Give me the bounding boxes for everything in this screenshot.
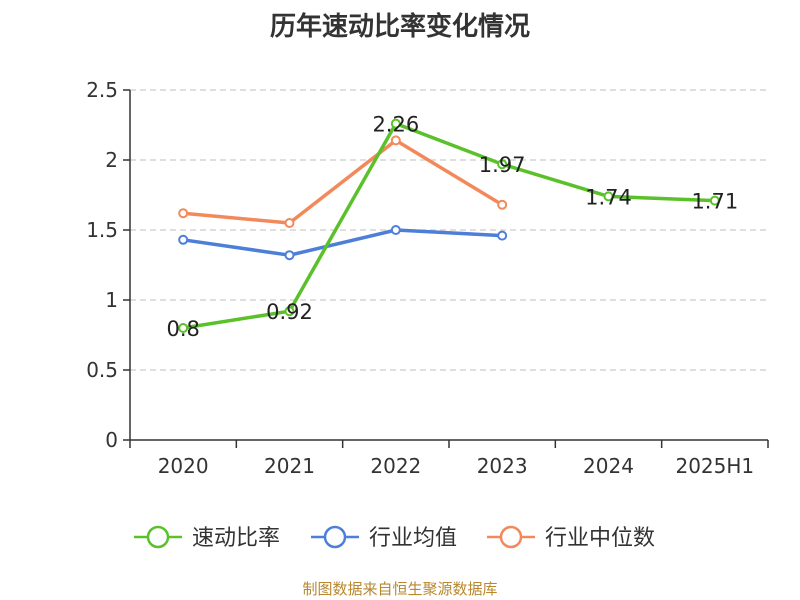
x-tick-label: 2024	[583, 454, 634, 478]
data-label: 0.8	[166, 317, 199, 341]
legend-item-3: 行业中位数	[487, 525, 655, 551]
data-point	[284, 218, 295, 228]
y-tick-label: 2.5	[86, 78, 118, 102]
x-tick-label: 2023	[477, 454, 528, 478]
chart-title: 历年速动比率变化情况	[269, 12, 530, 42]
x-tick-label: 2025H1	[675, 454, 754, 478]
data-point	[709, 195, 720, 206]
data-point	[178, 208, 189, 219]
x-tick-label: 2020	[158, 454, 209, 478]
x-tick-label: 2021	[264, 454, 315, 478]
x-tick-label: 2022	[370, 454, 421, 478]
y-tick-label: 0	[105, 428, 118, 452]
data-point	[284, 250, 295, 261]
data-label: 1.97	[479, 153, 526, 177]
y-tick-label: 1.5	[86, 218, 118, 242]
data-label: 0.92	[266, 300, 313, 324]
data-point	[390, 118, 401, 129]
series-line-2	[181, 228, 504, 257]
data-point	[178, 323, 189, 333]
series-line-1	[181, 121, 717, 330]
legend-label: 行业中位数	[545, 526, 655, 551]
y-tick-label: 1	[105, 288, 118, 312]
legend-marker	[323, 525, 347, 549]
data-point	[497, 230, 508, 241]
axis-layer: 0 0.5 1 1.5 2 2.5 2020 2021 2022 2023 2024 2025H1	[86, 78, 769, 478]
series-layer	[178, 118, 720, 333]
data-label: 2.26	[372, 113, 419, 137]
y-tick-label: 0.5	[86, 358, 118, 382]
legend-marker	[499, 525, 523, 549]
data-point	[284, 306, 295, 317]
data-point	[497, 159, 508, 170]
data-point	[603, 191, 614, 202]
series-line-3	[181, 138, 504, 225]
label-layer: 0.8 0.92 2.26 1.97 1.74 1.71	[166, 113, 738, 341]
data-point	[390, 135, 401, 146]
legend-item-1: 速动比率	[134, 525, 280, 551]
y-tick-label: 2	[105, 148, 118, 172]
grid-layer	[130, 89, 768, 371]
legend-marker	[146, 525, 170, 549]
data-point	[390, 225, 401, 235]
legend: 速动比率 行业均值 行业中位数	[134, 525, 655, 551]
legend-label: 行业均值	[369, 526, 457, 551]
data-label: 1.74	[585, 185, 632, 209]
data-point	[497, 199, 508, 210]
legend-label: 速动比率	[192, 526, 280, 551]
data-label: 1.71	[691, 190, 738, 214]
legend-item-2: 行业均值	[311, 525, 457, 551]
source-note: 制图数据来自恒生聚源数据库	[302, 580, 498, 598]
data-point	[178, 234, 189, 245]
